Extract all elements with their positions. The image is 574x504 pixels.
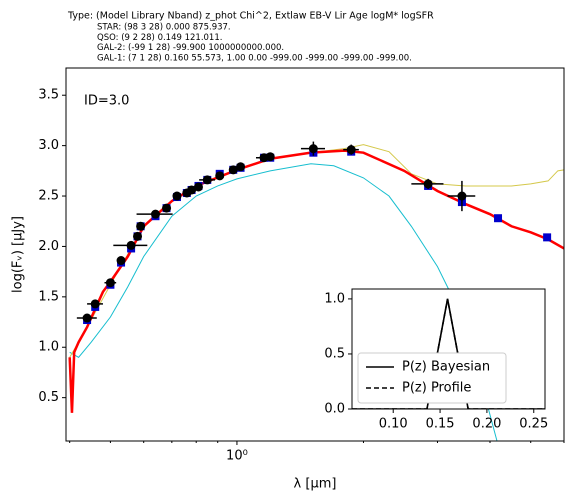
observed-point	[126, 240, 136, 250]
plot-frame	[65, 67, 565, 442]
inset-frame	[351, 288, 546, 410]
observed-point	[187, 185, 197, 195]
x-axis-label: λ [μm]	[294, 477, 337, 492]
header-line: STAR: (98 3 28) 0.000 875.937.	[97, 23, 231, 33]
y-axis-label: log(Fᵥ) [μJy]	[11, 216, 26, 293]
main-plot: 0.5 1.0 1.5 2.0 2.5 3.0 3.5 10⁰ ID=3.0 λ [μm] log(…	[11, 67, 565, 492]
x-tick-label: 0.15	[426, 417, 455, 432]
observed-point	[193, 182, 203, 192]
legend-box	[357, 352, 507, 404]
y-tick-label: 1.5	[38, 289, 59, 304]
observed-point	[215, 171, 225, 181]
model-point	[543, 233, 552, 242]
x-tick-label: 0.20	[472, 417, 501, 432]
observed-point	[90, 299, 100, 309]
x-tick-label: 0.10	[379, 417, 408, 432]
observed-point	[265, 152, 275, 162]
observed-point	[150, 209, 160, 219]
header-line: QSO: (9 2 28) 0.149 121.011.	[97, 33, 222, 43]
observed-point	[162, 203, 172, 213]
legend-label: P(z) Profile	[402, 381, 471, 396]
y-tick-label: 0.5	[38, 390, 59, 405]
x-tick-label: 0.25	[519, 417, 548, 432]
y-tick-label: 1.0	[38, 340, 59, 355]
observed-point	[423, 179, 433, 189]
observed-point	[172, 191, 182, 201]
y-tick-label: 2.0	[38, 239, 59, 254]
model-point	[494, 214, 503, 223]
header-line: GAL-1: (7 1 28) 0.160 55.573, 1.00 0.00 …	[97, 53, 412, 63]
legend-label: P(z) Bayesian	[402, 360, 490, 375]
header-line: Type: (Model Library Nband) z_phot Chi^2…	[67, 11, 434, 22]
observed-point	[133, 231, 143, 241]
y-tick-label: 3.5	[38, 88, 59, 103]
series-line	[352, 298, 545, 409]
observed-point	[136, 221, 146, 231]
observed-point	[82, 313, 92, 323]
observed-point	[105, 278, 115, 288]
observed-point	[236, 162, 246, 172]
y-tick-label: 0.0	[324, 402, 345, 417]
y-tick-label: 0.5	[324, 346, 345, 361]
inset-plot: 0.0 0.5 1.0 0.10 0.15 0.20 0.25 P(z) Bayesian P(…	[324, 288, 548, 432]
header-line: GAL-2: (-99 1 28) -99.900 1000000000.000…	[97, 43, 284, 53]
y-tick-label: 1.0	[324, 291, 345, 306]
x-tick-label: 10⁰	[226, 449, 248, 464]
observed-point	[228, 165, 238, 175]
observed-point	[202, 175, 212, 185]
observed-point	[457, 191, 467, 201]
observed-point	[346, 145, 356, 155]
observed-point	[308, 144, 318, 154]
y-tick-label: 2.5	[38, 189, 59, 204]
annotation: ID=3.0	[84, 94, 129, 109]
y-tick-label: 3.0	[38, 138, 59, 153]
observed-point	[116, 256, 126, 266]
